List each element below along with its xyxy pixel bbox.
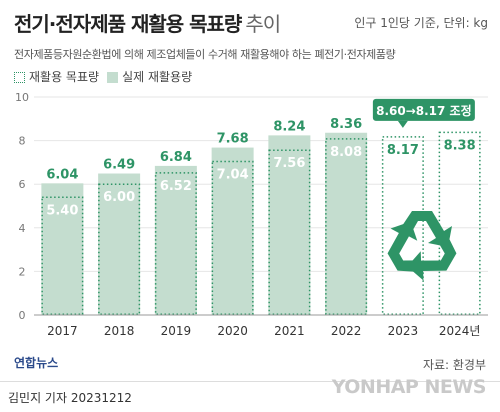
source-note: 자료: 환경부 (422, 358, 486, 372)
y-tick-label: 0 (19, 309, 26, 322)
actual-value-label: 8.24 (273, 119, 305, 134)
divider (0, 381, 500, 382)
x-tick-label: 2024년 (439, 324, 481, 338)
actual-bar (211, 147, 254, 315)
y-tick-label: 2 (19, 265, 26, 278)
legend-actual-swatch (107, 72, 119, 83)
description: 전자제품등자원순환법에 의해 제조업체들이 수거해 재활용해야 하는 폐전기·전… (14, 48, 396, 61)
actual-bar (154, 165, 197, 315)
annotation-text: 8.60→8.17 조정 (376, 103, 472, 118)
annotation-pointer (397, 120, 408, 128)
target-value-label: 8.38 (444, 138, 476, 153)
y-tick-label: 6 (19, 178, 26, 191)
actual-value-label: 6.04 (46, 167, 78, 182)
target-bar (98, 183, 141, 315)
reporter-line: 김민지 기자 20231212 (8, 391, 132, 405)
x-tick-label: 2019 (161, 324, 192, 338)
legend-target-swatch (14, 72, 25, 83)
target-value-label: 7.56 (273, 156, 305, 171)
x-tick-label: 2018 (104, 324, 135, 338)
page-title: 전기·전자제품 재활용 목표량 추이 (14, 12, 281, 36)
actual-bar (325, 132, 368, 315)
target-value-label: 5.40 (46, 203, 78, 218)
actual-value-label: 6.49 (103, 158, 135, 173)
legend-actual: 실제 재활용량 (107, 68, 192, 85)
target-bar (268, 149, 311, 315)
x-tick-label: 2017 (47, 324, 78, 338)
target-bar (381, 136, 424, 315)
actual-bar (98, 173, 141, 315)
y-tick-label: 10 (15, 91, 29, 104)
target-bar (41, 196, 84, 315)
target-value-label: 6.00 (103, 190, 135, 205)
x-tick-label: 2022 (331, 324, 362, 338)
recycle-arrow (407, 233, 457, 281)
actual-value-label: 6.84 (160, 150, 192, 165)
unit-note: 인구 1인당 기준, 단위: kg (354, 16, 488, 30)
target-bar (325, 138, 368, 315)
actual-value-label: 7.68 (217, 132, 249, 147)
legend-target: 재활용 목표량 (14, 68, 99, 85)
yonhap-logo: 연합뉴스 (14, 356, 59, 370)
target-bar (211, 160, 254, 315)
x-tick-label: 2021 (274, 324, 305, 338)
actual-bar (41, 183, 84, 315)
y-tick-label: 8 (19, 135, 26, 148)
recycle-icon (387, 211, 457, 281)
target-bar (438, 131, 481, 315)
annotation-box (372, 98, 475, 121)
target-bar (154, 172, 197, 315)
x-tick-label: 2023 (388, 324, 419, 338)
x-tick-label: 2020 (217, 324, 248, 338)
watermark: YONHAP NEWS (331, 376, 487, 398)
actual-bar (268, 135, 311, 315)
recycle-arrow (400, 211, 452, 247)
target-value-label: 8.08 (330, 145, 362, 160)
target-value-label: 6.52 (160, 179, 192, 194)
recycle-arrow (387, 221, 420, 273)
actual-value-label: 8.36 (330, 117, 362, 132)
legend: 재활용 목표량 실제 재활용량 (14, 68, 192, 85)
target-value-label: 7.04 (217, 168, 249, 183)
y-tick-label: 4 (19, 222, 26, 235)
target-value-label: 8.17 (387, 143, 419, 158)
